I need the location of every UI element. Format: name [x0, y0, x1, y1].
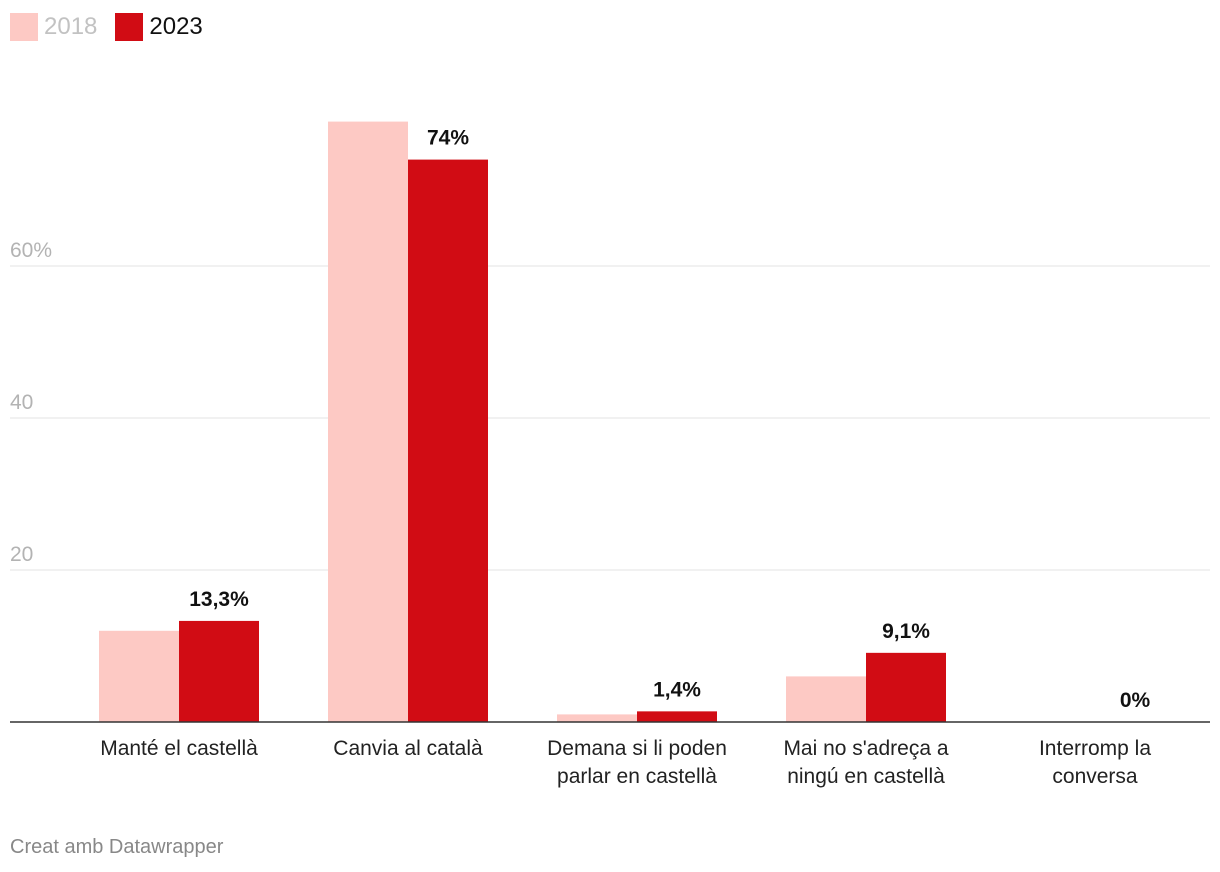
legend-item-2018: 2018	[10, 13, 97, 41]
footer-credit: Creat amb Datawrapper	[10, 836, 224, 858]
bar-2018-1	[328, 121, 408, 723]
bar-2023-1	[408, 159, 488, 723]
category-label-2-line-0: Demana si li poden	[547, 737, 727, 760]
data-label-2023-0: 13,3%	[189, 588, 249, 611]
bar-2018-0	[99, 630, 179, 722]
data-label-2023-2: 1,4%	[653, 678, 701, 701]
y-tick-label-20: 20	[10, 543, 33, 566]
category-label-4-line-0: Interromp la	[1039, 737, 1151, 760]
legend-label-2018: 2018	[44, 13, 98, 40]
y-tick-label-40: 40	[10, 391, 33, 414]
category-label-2-line-1: parlar en castellà	[557, 765, 717, 788]
legend-swatch-2023	[115, 13, 144, 41]
bar-2023-3	[866, 652, 946, 722]
bar-2023-0	[179, 620, 259, 722]
y-tick-label-60: 60%	[10, 239, 52, 262]
category-label-0-line-0: Manté el castellà	[100, 737, 258, 760]
legend-item-2023: 2023	[115, 13, 203, 41]
data-label-2023-3: 9,1%	[882, 620, 930, 643]
data-label-2023-1: 74%	[427, 127, 469, 150]
category-label-4-line-1: conversa	[1052, 765, 1138, 788]
category-label-3-line-0: Mai no s'adreça a	[783, 737, 948, 760]
category-label-3-line-1: ningú en castellà	[787, 765, 945, 788]
category-label-1-line-0: Canvia al català	[333, 737, 483, 760]
bar-2023-2	[637, 711, 717, 722]
bar-2018-2	[557, 714, 637, 722]
legend-label-2023: 2023	[149, 13, 203, 40]
chart-legend: 2018 2023	[10, 12, 221, 42]
legend-swatch-2018	[10, 13, 38, 41]
data-label-2023-4: 0%	[1120, 689, 1151, 712]
bar-2018-3	[786, 676, 866, 722]
